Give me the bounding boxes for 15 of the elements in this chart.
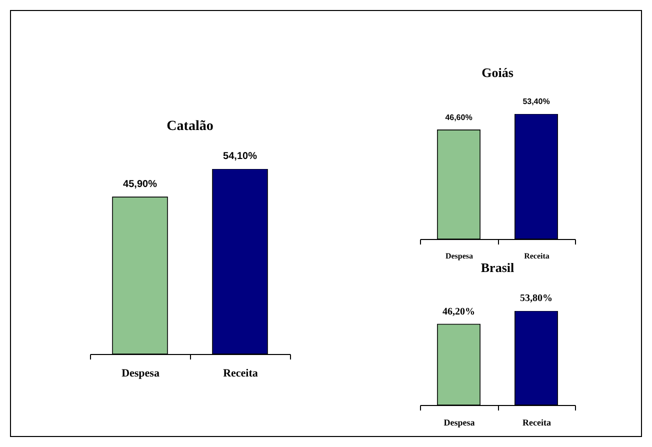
data-label: 54,10% (223, 151, 258, 162)
chart-title: Goiás (482, 65, 514, 80)
data-label: 53,40% (522, 97, 550, 106)
x-tick-label: Despesa (444, 418, 476, 428)
data-label: 46,60% (445, 112, 472, 122)
data-label: 53,80% (520, 293, 552, 304)
data-label: 45,90% (123, 179, 158, 190)
x-tick-label: Receita (223, 368, 258, 380)
x-tick-label: Despesa (122, 368, 160, 380)
chart-title: Brasil (480, 260, 514, 275)
x-tick-label: Despesa (445, 252, 474, 260)
data-label: 46,20% (442, 306, 475, 318)
x-tick-label: Receita (524, 252, 550, 260)
x-tick-label: Receita (522, 418, 552, 428)
chart-title: Catalão (166, 119, 214, 134)
